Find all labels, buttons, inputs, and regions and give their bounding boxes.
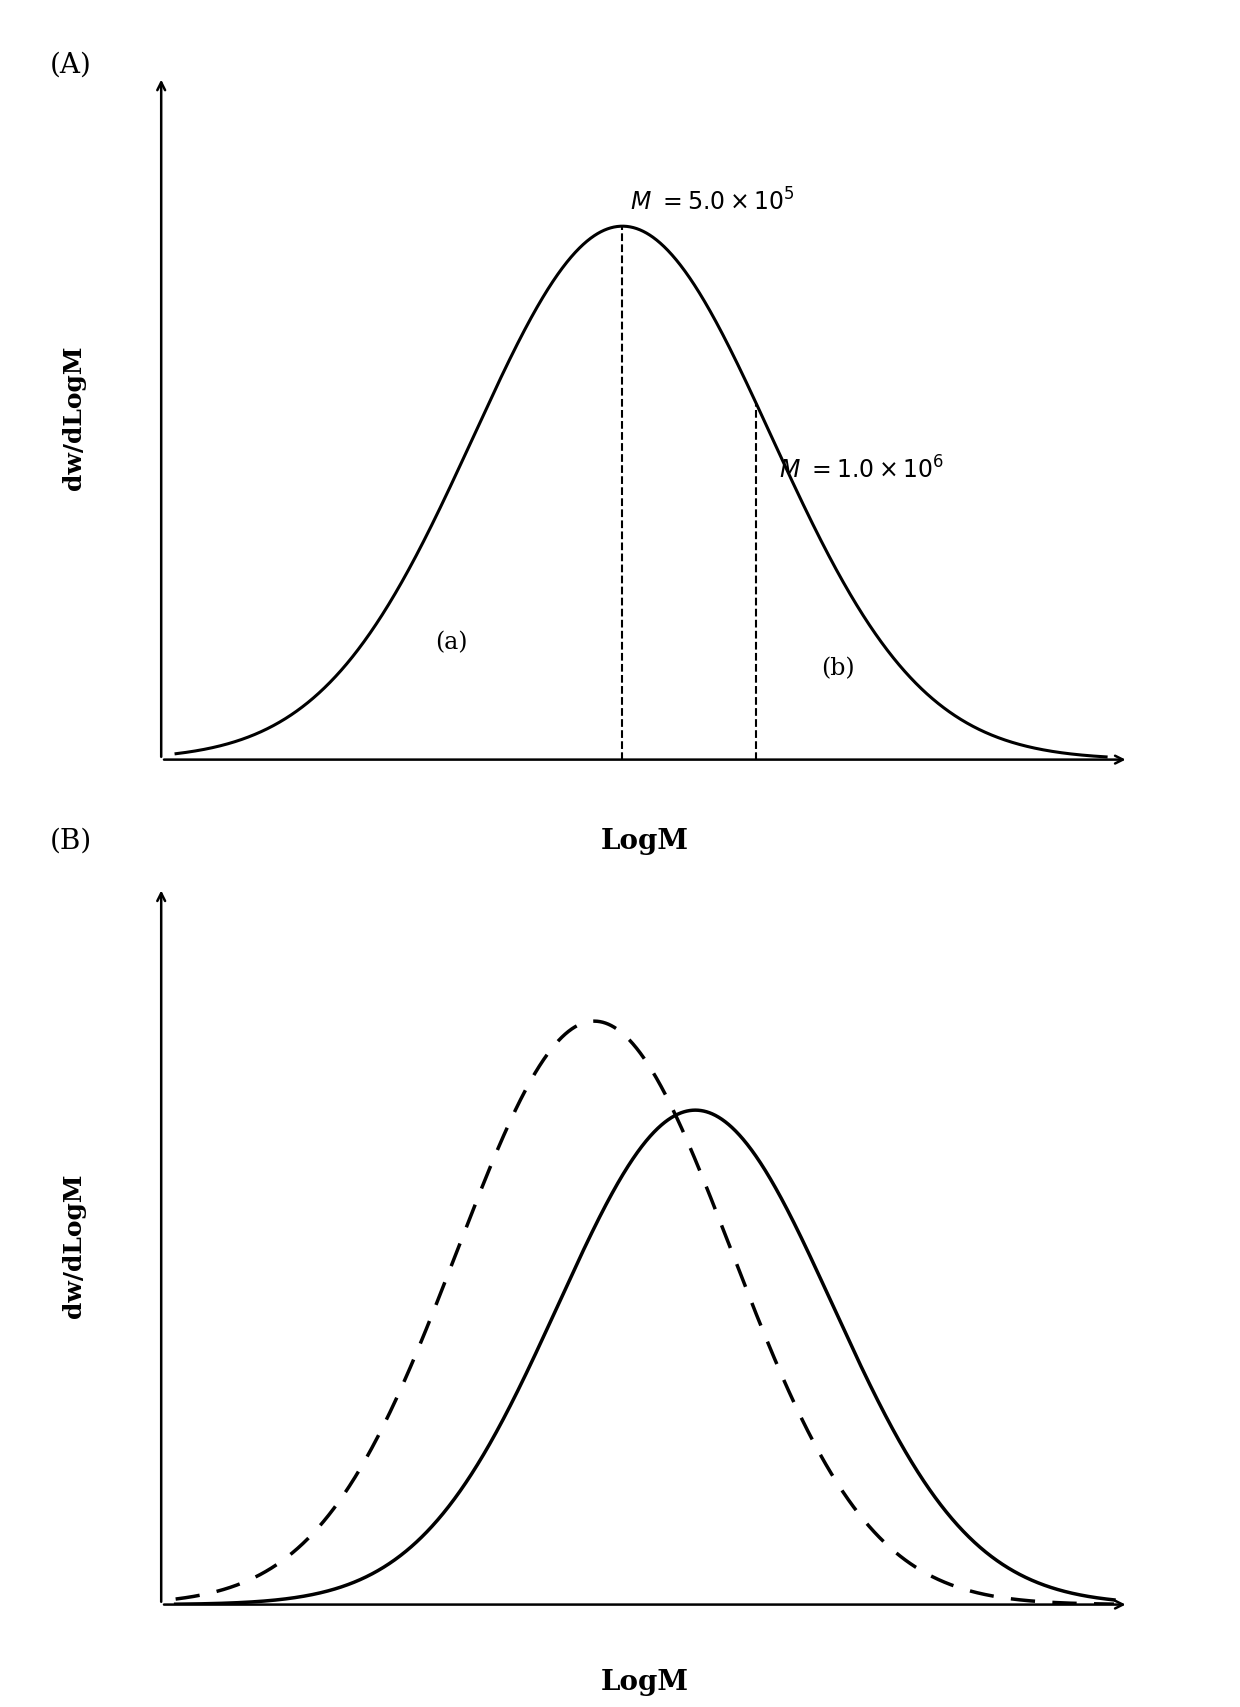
Text: $M\ =1.0\times10^{6}$: $M\ =1.0\times10^{6}$ (779, 457, 944, 483)
Text: dw/dLogM: dw/dLogM (62, 347, 86, 490)
Text: (b): (b) (821, 657, 856, 681)
Text: $M\ =5.0\times10^{5}$: $M\ =5.0\times10^{5}$ (630, 188, 795, 215)
Text: (a): (a) (435, 632, 467, 654)
Text: dw/dLogM: dw/dLogM (62, 1174, 86, 1318)
Text: (A): (A) (50, 51, 92, 79)
Text: LogM: LogM (601, 1669, 688, 1697)
Text: LogM: LogM (601, 828, 688, 855)
Text: (B): (B) (50, 828, 92, 855)
